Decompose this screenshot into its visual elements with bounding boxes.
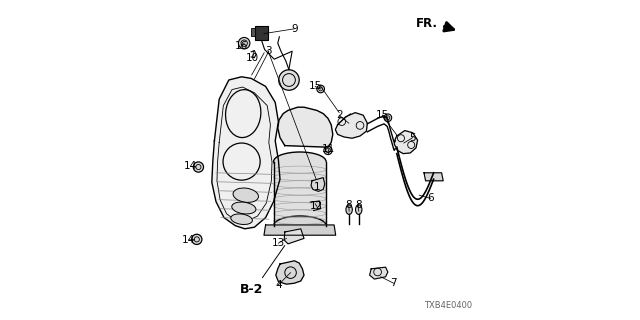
Text: 14: 14 (182, 235, 195, 245)
Ellipse shape (317, 85, 324, 93)
Bar (255, 26, 268, 40)
Polygon shape (276, 261, 304, 284)
Ellipse shape (356, 205, 362, 214)
Ellipse shape (232, 202, 256, 214)
Text: 8: 8 (346, 200, 352, 210)
Ellipse shape (192, 234, 202, 244)
Text: 13: 13 (272, 238, 285, 248)
Polygon shape (212, 77, 280, 229)
Polygon shape (424, 173, 443, 181)
Polygon shape (278, 107, 333, 147)
Ellipse shape (324, 146, 332, 155)
Polygon shape (335, 113, 367, 138)
Text: 2: 2 (336, 110, 342, 120)
Polygon shape (284, 229, 304, 244)
Ellipse shape (384, 114, 392, 122)
Text: 10: 10 (246, 52, 259, 63)
Ellipse shape (346, 205, 352, 214)
Polygon shape (264, 225, 336, 235)
Text: B-2: B-2 (239, 283, 263, 296)
Polygon shape (370, 267, 388, 279)
Polygon shape (311, 178, 325, 191)
Ellipse shape (231, 214, 252, 225)
Text: 1: 1 (314, 182, 320, 192)
Text: 7: 7 (390, 278, 397, 288)
Text: 3: 3 (266, 46, 272, 56)
Ellipse shape (279, 70, 300, 90)
Text: 4: 4 (275, 280, 282, 290)
Text: TXB4E0400: TXB4E0400 (424, 301, 472, 310)
Ellipse shape (193, 162, 204, 172)
Ellipse shape (274, 152, 326, 171)
Polygon shape (274, 162, 326, 226)
Text: 5: 5 (410, 132, 416, 143)
Text: 8: 8 (355, 200, 362, 210)
Polygon shape (310, 201, 321, 211)
Text: 15: 15 (376, 110, 389, 120)
Text: 6: 6 (427, 193, 434, 204)
Bar (251, 28, 255, 36)
Ellipse shape (274, 216, 326, 235)
Text: FR.: FR. (416, 17, 438, 29)
Ellipse shape (233, 188, 259, 202)
Text: 9: 9 (291, 24, 298, 34)
Text: 11: 11 (321, 144, 335, 154)
Text: 15: 15 (308, 81, 322, 92)
Text: 16: 16 (234, 41, 248, 52)
Text: 12: 12 (310, 201, 323, 212)
Ellipse shape (239, 37, 250, 49)
Text: 14: 14 (184, 161, 197, 172)
Polygon shape (394, 131, 418, 154)
